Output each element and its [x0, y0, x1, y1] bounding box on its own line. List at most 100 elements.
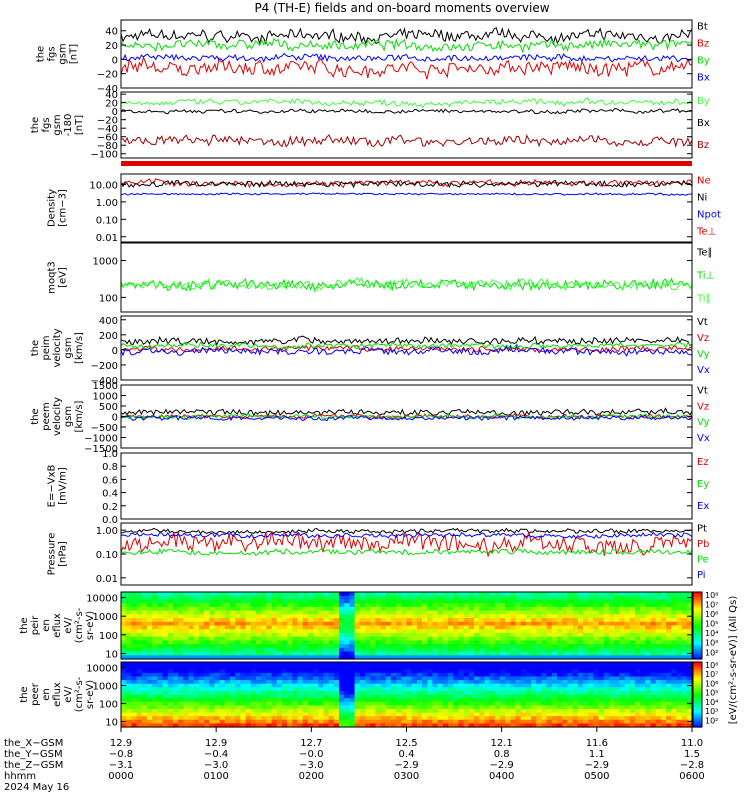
spectrogram-cell	[411, 708, 418, 714]
spectrogram-cell	[505, 595, 511, 601]
x-tick-label: 0000	[108, 771, 133, 782]
spectrogram-cell	[188, 698, 195, 703]
spectrogram-cell	[588, 595, 594, 601]
spectrogram-cell	[577, 606, 584, 612]
spectrogram-cell	[510, 712, 517, 717]
spectrogram-cell	[655, 723, 662, 728]
spectrogram-cell	[188, 712, 195, 717]
spectrogram-cell	[510, 606, 517, 612]
spectrogram-cell	[344, 719, 350, 724]
spectrogram-cell	[640, 723, 646, 728]
spectrogram-cell	[629, 629, 636, 634]
spectrogram-cell	[167, 662, 174, 667]
spectrogram-cell	[354, 632, 361, 638]
spectrogram-cell	[224, 723, 231, 728]
spectrogram-cell	[479, 647, 485, 653]
spectrogram-cell	[432, 644, 439, 649]
spectrogram-cell	[276, 690, 283, 696]
spectrogram-cell	[422, 680, 428, 685]
spectrogram-cell	[603, 618, 610, 623]
spectrogram-cell	[250, 644, 257, 649]
spectrogram-cell	[230, 683, 236, 688]
y-axis-label: thefgsgsm-180[nT]	[30, 114, 85, 137]
spectrogram-cell	[453, 599, 460, 604]
spectrogram-cell	[577, 687, 584, 692]
spectrogram-cell	[266, 603, 273, 608]
y-axis-label-line: -180	[63, 114, 74, 137]
spectrogram-cell	[198, 716, 205, 721]
spectrogram-cell	[328, 640, 335, 645]
spectrogram-cell	[219, 651, 226, 656]
spectrogram-cell	[219, 698, 226, 703]
spectrogram-cell	[619, 610, 626, 615]
spectrogram-cell	[432, 651, 439, 656]
spectrogram-cell	[266, 662, 273, 667]
spectrogram-cell	[307, 669, 314, 674]
spectrogram-cell	[640, 690, 646, 696]
spectrogram-cell	[167, 669, 174, 674]
spectrogram-cell	[448, 644, 454, 649]
spectrogram-cell	[551, 614, 558, 619]
spectrogram-cell	[292, 606, 299, 612]
spectrogram-cell	[645, 683, 652, 688]
spectrogram-cell	[614, 621, 620, 627]
spectrogram-cell	[546, 651, 553, 656]
spectrogram-cell	[562, 636, 569, 641]
spectrogram-cell	[593, 629, 600, 634]
spectrogram-cell	[572, 687, 579, 692]
spectrogram-cell	[146, 669, 153, 674]
spectrogram-cell	[250, 621, 257, 627]
spectrogram-cell	[453, 595, 460, 601]
spectrogram-cell	[344, 708, 350, 714]
spectrogram-cell	[214, 595, 221, 601]
spectrogram-cell	[577, 719, 584, 724]
spectrogram-cell	[401, 644, 408, 649]
spectrogram-cell	[390, 680, 397, 685]
spectrogram-cell	[463, 723, 470, 728]
spectrogram-cell	[557, 680, 563, 685]
spectrogram-cell	[323, 625, 330, 630]
spectrogram-cell	[536, 701, 543, 706]
spectrogram-cell	[204, 694, 210, 699]
colorbar-swatch	[693, 632, 702, 635]
spectrogram-cell	[141, 701, 148, 706]
spectrogram-cell	[572, 614, 579, 619]
spectrogram-cell	[339, 690, 345, 696]
spectrogram-cell	[473, 632, 480, 638]
spectrogram-cell	[619, 705, 626, 710]
spectrogram-cell	[230, 625, 236, 630]
spectrogram-cell	[463, 680, 470, 685]
colorbar-swatch	[693, 702, 702, 705]
spectrogram-cell	[250, 603, 257, 608]
spectrogram-cell	[339, 665, 345, 670]
spectrogram-cell	[546, 719, 553, 724]
spectrogram-cell	[141, 672, 148, 678]
y-axis-label-line: eflux	[52, 682, 63, 707]
spectrogram-cell	[572, 716, 579, 721]
spectrogram-cell	[219, 676, 226, 681]
spectrogram-cell	[546, 669, 553, 674]
spectrogram-cell	[359, 629, 366, 634]
spectrogram-cell	[328, 610, 335, 615]
spectrogram-cell	[126, 644, 132, 649]
spectrogram-cell	[364, 651, 371, 656]
spectrogram-cell	[422, 647, 428, 653]
spectrogram-cell	[463, 712, 470, 717]
spectrogram-cell	[266, 705, 273, 710]
spectrogram-cell	[624, 599, 631, 604]
spectrogram-cell	[582, 669, 589, 674]
spectrogram-cell	[328, 672, 335, 678]
colorbar-swatch	[693, 697, 702, 700]
spectrogram-cell	[608, 719, 615, 724]
spectrogram-cell	[629, 701, 636, 706]
spectrogram-cell	[541, 655, 548, 660]
spectrogram-cell	[686, 592, 693, 597]
spectrogram-cell	[676, 716, 683, 721]
spectrogram-cell	[598, 669, 605, 674]
spectrogram-cell	[484, 651, 491, 656]
spectrogram-cell	[375, 599, 382, 604]
spectrogram-cell	[681, 708, 688, 714]
spectrogram-cell	[230, 655, 236, 660]
spectrogram-cell	[136, 592, 143, 597]
spectrogram-cell	[230, 665, 236, 670]
